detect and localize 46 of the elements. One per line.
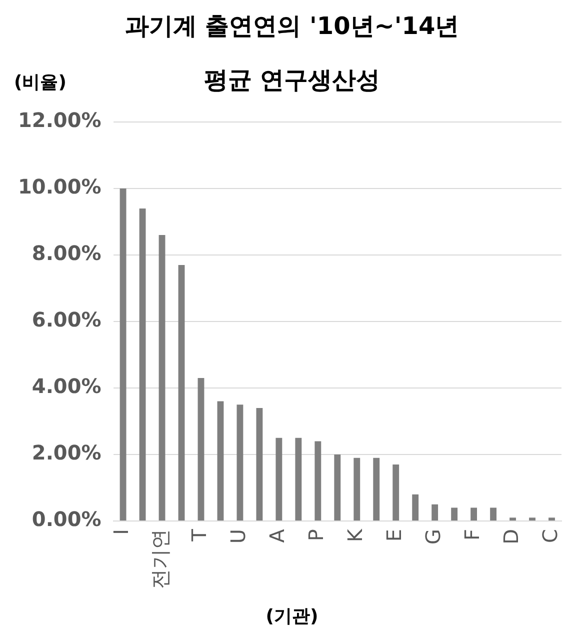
x-tick-label: A bbox=[265, 528, 290, 543]
bar bbox=[295, 438, 302, 520]
y-tick-label: 2.00% bbox=[32, 440, 102, 465]
y-axis-title: (비율) bbox=[14, 71, 66, 94]
bar bbox=[470, 508, 478, 520]
bar bbox=[354, 458, 360, 520]
bar bbox=[158, 235, 166, 520]
x-tick-label: D bbox=[498, 529, 523, 544]
bar bbox=[412, 494, 419, 520]
chart-title: 과기계 출연연의 '10년~'14년 bbox=[124, 11, 460, 42]
x-tick-label: T bbox=[187, 528, 212, 542]
x-axis-title: (기관) bbox=[264, 605, 320, 628]
x-tick-label: P bbox=[304, 529, 328, 542]
y-tick-label: 4.00% bbox=[32, 374, 102, 398]
bar bbox=[510, 518, 516, 520]
bar bbox=[451, 508, 458, 520]
x-tick-label: K bbox=[343, 528, 368, 542]
bar bbox=[120, 188, 126, 520]
x-tick-label: U bbox=[226, 529, 250, 544]
y-tick-label: 10.00% bbox=[18, 174, 102, 199]
bar bbox=[139, 208, 146, 520]
x-tick-label: 전기연 bbox=[148, 529, 172, 589]
bar bbox=[178, 264, 185, 520]
x-tick-label: E bbox=[382, 529, 406, 542]
bar bbox=[236, 404, 244, 520]
bar bbox=[392, 464, 400, 520]
bar bbox=[529, 518, 536, 520]
y-tick-label: 12.00% bbox=[18, 108, 102, 132]
bar bbox=[432, 504, 438, 520]
bar bbox=[373, 458, 380, 520]
x-tick-label: C bbox=[538, 529, 562, 543]
bar bbox=[256, 408, 263, 520]
x-tick-label: I bbox=[109, 529, 134, 535]
y-tick-label: 6.00% bbox=[32, 308, 102, 332]
bar bbox=[548, 518, 555, 520]
chart-subtitle: 평균 연구생산성 bbox=[204, 66, 380, 94]
y-tick-label: 0.00% bbox=[32, 507, 102, 532]
bar bbox=[217, 401, 224, 520]
bar bbox=[198, 378, 204, 520]
x-tick-label: G bbox=[421, 529, 446, 544]
y-tick-label: 8.00% bbox=[32, 241, 102, 266]
bar bbox=[314, 441, 322, 520]
x-tick-label: F bbox=[460, 529, 484, 541]
bar bbox=[490, 508, 496, 520]
bar bbox=[334, 454, 341, 520]
bar bbox=[276, 438, 282, 520]
